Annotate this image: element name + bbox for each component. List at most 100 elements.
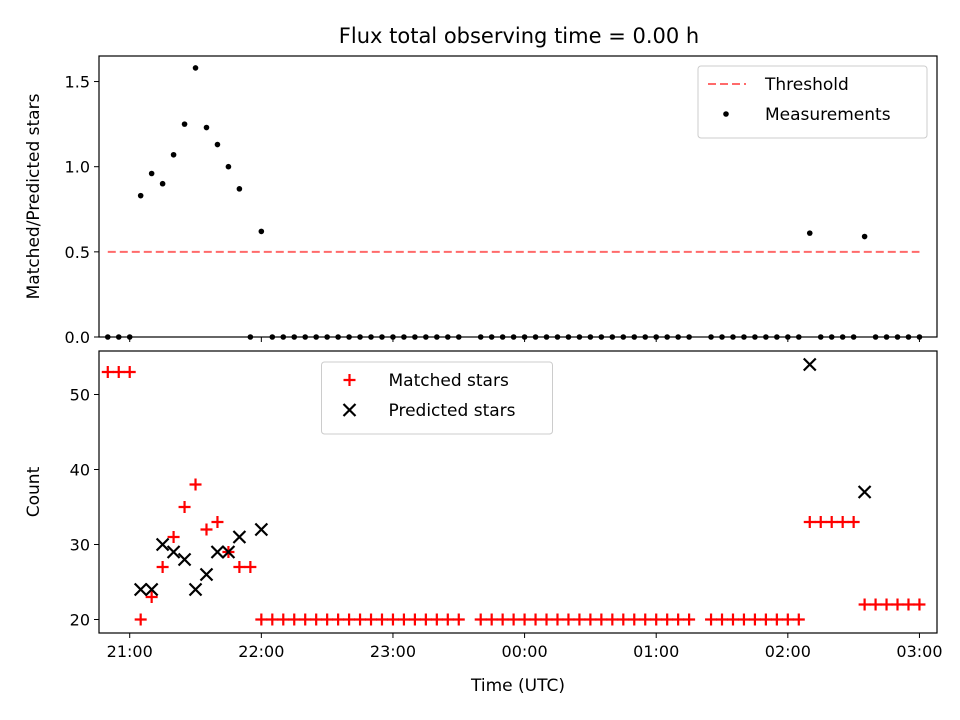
matched-star-point (310, 613, 323, 626)
matched-star-point (496, 613, 509, 626)
matched-star-point (606, 613, 619, 626)
predicted-star-point (199, 567, 214, 582)
measurement-point (368, 334, 374, 340)
matched-star-point (123, 366, 136, 378)
measurement-point (401, 334, 407, 340)
measurement-point (192, 65, 199, 71)
measurement-point (214, 141, 221, 148)
matched-star-point (518, 613, 531, 626)
measurement-point (741, 334, 747, 340)
measurement-point (521, 334, 528, 340)
measurement-point (104, 334, 111, 340)
matched-star-point (792, 613, 805, 626)
predicted-star-point (221, 545, 236, 559)
matched-star-point (672, 613, 685, 626)
matched-star-point (628, 613, 641, 626)
measurement-point (894, 334, 901, 340)
measurement-point (181, 121, 188, 127)
measurement-point (730, 334, 736, 340)
y-tick-label: 30 (70, 536, 90, 555)
predicted-star-point (802, 357, 817, 372)
matched-star-point (485, 613, 498, 626)
legend-box (697, 65, 928, 139)
matched-star-point (332, 613, 345, 626)
matched-star-point (354, 613, 367, 626)
matched-star-point (748, 613, 761, 626)
top-panel-ratio: 0.0 0.5 1.0 1.5 Matched/Predicted stars Thres… (24, 55, 938, 347)
matched-star-point (913, 598, 926, 611)
legend: Threshold Measurements (697, 65, 928, 139)
legend-label: Matched stars (389, 371, 509, 391)
measurement-point (390, 334, 396, 340)
measurement-point (686, 334, 692, 340)
matched-star-point (386, 613, 399, 626)
legend: Matched stars Predicted stars (321, 361, 553, 435)
measurement-point (631, 334, 638, 340)
measurement-point (806, 230, 813, 236)
measurement-point (850, 334, 857, 340)
measurement-point (115, 334, 122, 340)
measurement-point (795, 334, 802, 340)
measurement-point (313, 334, 319, 340)
bottom-panel-counts: 20 30 40 50 21:00 22:00 23:00 00:00 01:00 02:00 03… (24, 350, 943, 696)
measurement-point (916, 334, 923, 340)
measurement-point (357, 334, 363, 340)
measurement-point (346, 334, 352, 340)
measurement-point (723, 111, 729, 117)
measurement-point (554, 334, 561, 340)
measurement-point (774, 334, 780, 340)
y-tick-label: 0.5 (65, 243, 90, 262)
matched-star-point (836, 516, 849, 528)
predicted-star-point (155, 537, 170, 552)
measurement-point (291, 334, 298, 340)
measurement-point (785, 334, 791, 340)
matched-star-point (507, 613, 520, 626)
legend-label: Measurements (765, 105, 891, 125)
predicted-star-point (144, 582, 159, 597)
matched-star-point (266, 613, 279, 626)
x-tick-label: 03:00 (896, 642, 942, 661)
x-tick-label: 21:00 (107, 642, 153, 661)
matched-star-point (529, 613, 542, 626)
y-tick-label: 1.0 (65, 158, 90, 177)
x-tick-label: 23:00 (370, 642, 416, 661)
matched-star-point (408, 613, 421, 626)
measurement-point (280, 334, 287, 340)
matched-star-point (770, 613, 783, 626)
matched-star-point (244, 561, 257, 573)
matched-star-point (661, 613, 674, 626)
y-axis-label: Count (24, 466, 44, 517)
matched-star-point (397, 613, 410, 626)
matched-star-point (343, 613, 356, 626)
measurement-point (653, 334, 660, 340)
predicted-star-point (232, 530, 247, 544)
measurement-point (510, 334, 517, 340)
matched-star-point (705, 613, 718, 626)
matched-star-point (101, 366, 114, 378)
measurement-point (269, 334, 276, 340)
measurement-point (664, 334, 670, 340)
matched-star-point (869, 598, 882, 611)
predicted-star-point (857, 485, 872, 499)
matched-star-point (375, 613, 388, 626)
measurement-point (225, 163, 232, 170)
x-tick-label: 02:00 (765, 642, 811, 661)
matched-star-point (540, 613, 553, 626)
predicted-star-point (254, 522, 269, 537)
matched-star-point (814, 516, 827, 528)
measurement-point (379, 334, 385, 340)
matched-star-point (562, 613, 575, 626)
measurement-point (445, 334, 451, 340)
measurement-point (412, 334, 418, 340)
matched-star-point (343, 374, 356, 386)
measurement-point (883, 334, 890, 340)
matched-star-point (880, 598, 893, 611)
measurement-point (839, 334, 846, 340)
measurement-point (488, 334, 495, 340)
x-axis-label: Time (UTC) (470, 676, 565, 696)
measurement-point (565, 334, 572, 340)
x-tick-label: 22:00 (238, 642, 284, 661)
predicted-star-point (342, 403, 357, 417)
measurement-point (752, 334, 758, 340)
measurement-point (423, 334, 429, 340)
